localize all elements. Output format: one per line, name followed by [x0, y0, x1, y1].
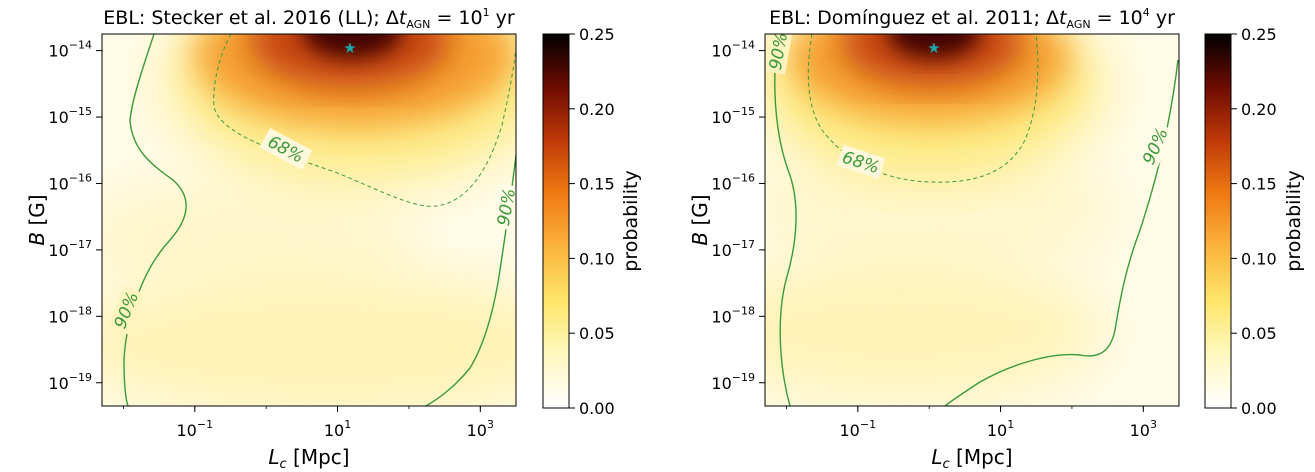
- best-fit-star: ★: [927, 39, 940, 57]
- x-tick-label: 10−1: [177, 418, 214, 440]
- heatmap-core: [888, 34, 980, 58]
- y-tick-label: 10−18: [48, 304, 92, 326]
- heatmap-red: [842, 34, 1022, 86]
- colorbar-tick-label: 0.00: [579, 399, 615, 418]
- heatmap-plot-area: 68% 90% 90% ★: [102, 34, 520, 406]
- contour-label-90-right: 90%: [494, 187, 520, 228]
- y-tick-label: 10−16: [48, 171, 92, 193]
- colorbar-tick-label: 0.10: [579, 249, 615, 268]
- x-axis: 10−1 101 103: [123, 406, 494, 440]
- x-tick-label: 10−1: [840, 418, 877, 440]
- x-tick-label: 101: [987, 418, 1014, 440]
- colorbar-tick-label: 0.05: [1241, 324, 1277, 343]
- colorbar-tick-label: 0.15: [1241, 175, 1277, 194]
- colorbar-tick-label: 0.10: [1241, 249, 1277, 268]
- best-fit-star: ★: [343, 39, 356, 57]
- plot-frame: [101, 33, 517, 407]
- x-axis: 10−1 101 103: [786, 406, 1157, 440]
- panel-left: EBL: Stecker et al. 2016 (LL); ΔtAGN = 1…: [25, 6, 642, 472]
- y-tick-label: 10−15: [711, 105, 755, 127]
- y-tick-label: 10−16: [711, 171, 755, 193]
- colorbar: [1204, 33, 1232, 409]
- contour-68-line: [213, 34, 516, 207]
- heatmap-low-band: [765, 260, 1100, 400]
- y-tick-label: 10−14: [711, 39, 755, 61]
- colorbar-tick-label: 0.25: [1241, 25, 1277, 44]
- y-axis-title: B [G]: [25, 194, 49, 245]
- y-tick-label: 10−15: [48, 105, 92, 127]
- heatmap-mid-band: [102, 180, 420, 300]
- contour-68-line: [807, 34, 1039, 183]
- colorbar-tick-label: 0.00: [1241, 399, 1277, 418]
- heatmap-plot-area: 68% 90% 90% ★: [765, 34, 1179, 406]
- y-tick-label: 10−17: [48, 238, 92, 260]
- colorbar-ticks: 0.00 0.05 0.10 0.15 0.20 0.25: [569, 25, 615, 418]
- y-tick-label: 10−18: [711, 304, 755, 326]
- y-axis: 10−14 10−15 10−16 10−17 10−18 10−19: [48, 39, 102, 393]
- y-axis: 10−14 10−15 10−16 10−17 10−18 10−19: [711, 39, 765, 393]
- colorbar-label: probability: [1283, 170, 1305, 271]
- y-tick-label: 10−19: [48, 371, 92, 393]
- colorbar-tick-label: 0.05: [579, 324, 615, 343]
- colorbar-ticks: 0.00 0.05 0.10 0.15 0.20 0.25: [1231, 25, 1277, 418]
- colorbar-label: probability: [620, 170, 642, 271]
- panel-title: EBL: Domínguez et al. 2011; ΔtAGN = 104 …: [769, 6, 1175, 31]
- y-tick-label: 10−19: [711, 371, 755, 393]
- y-tick-label: 10−17: [711, 238, 755, 260]
- contour-90-left-line: [774, 34, 797, 406]
- x-axis-title: Lc [Mpc]: [268, 445, 349, 472]
- x-tick-label: 103: [467, 418, 494, 440]
- contour-90-right-line: [944, 59, 1179, 406]
- colorbar: [542, 33, 570, 409]
- colorbar-tick-label: 0.20: [1241, 100, 1277, 119]
- heatmap-core: [302, 34, 402, 58]
- x-tick-label: 103: [1130, 418, 1157, 440]
- x-tick-label: 101: [324, 418, 351, 440]
- heatmap-low-band: [102, 275, 516, 406]
- y-tick-label: 10−14: [48, 39, 92, 61]
- y-axis-title: B [G]: [688, 194, 712, 245]
- colorbar-tick-label: 0.15: [579, 175, 615, 194]
- colorbar-tick-label: 0.25: [579, 25, 615, 44]
- colorbar-tick-label: 0.20: [579, 100, 615, 119]
- contour-90-left-line: [123, 34, 187, 406]
- heatmap-mid-band: [765, 140, 1110, 280]
- panel-right: EBL: Domínguez et al. 2011; ΔtAGN = 104 …: [688, 6, 1305, 472]
- plot-frame: [764, 33, 1180, 407]
- x-axis-title: Lc [Mpc]: [931, 445, 1012, 472]
- heatmap-red: [250, 34, 450, 88]
- panel-title: EBL: Stecker et al. 2016 (LL); ΔtAGN = 1…: [103, 6, 515, 31]
